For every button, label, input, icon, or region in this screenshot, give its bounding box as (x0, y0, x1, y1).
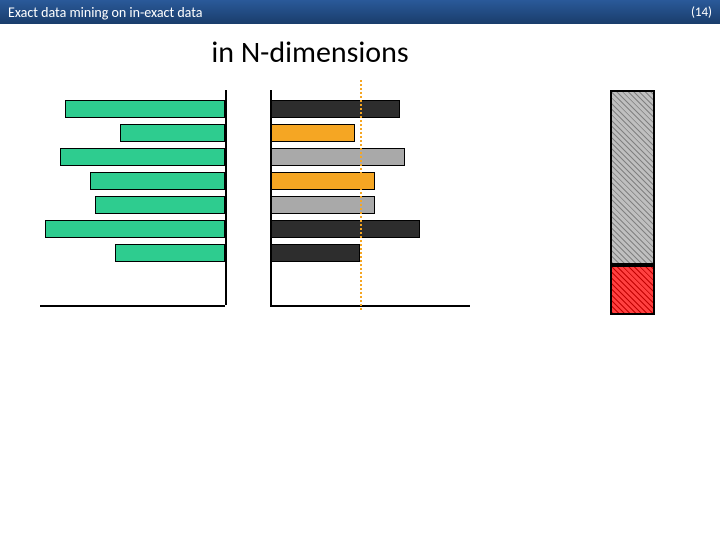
threshold-line (360, 80, 362, 310)
stack-red (610, 265, 655, 315)
bar (270, 124, 355, 142)
bar (90, 172, 225, 190)
axis-line (270, 305, 470, 307)
bar (270, 100, 400, 118)
bar (95, 196, 225, 214)
slide-header: Exact data mining on in-exact data (14) (0, 0, 720, 24)
axis-line (225, 90, 227, 305)
bar (45, 220, 225, 238)
bar (120, 124, 225, 142)
axis-line (40, 305, 225, 307)
bar (115, 244, 225, 262)
bar (270, 220, 420, 238)
header-page-num: (14) (691, 5, 712, 20)
bar (270, 244, 360, 262)
diagram-canvas (0, 80, 720, 540)
bar (270, 148, 405, 166)
axis-line (270, 90, 272, 305)
stack-gray (610, 90, 655, 265)
bar (65, 100, 225, 118)
slide-title: in N-dimensions (0, 34, 720, 71)
header-title: Exact data mining on in-exact data (8, 4, 202, 21)
bar (60, 148, 225, 166)
